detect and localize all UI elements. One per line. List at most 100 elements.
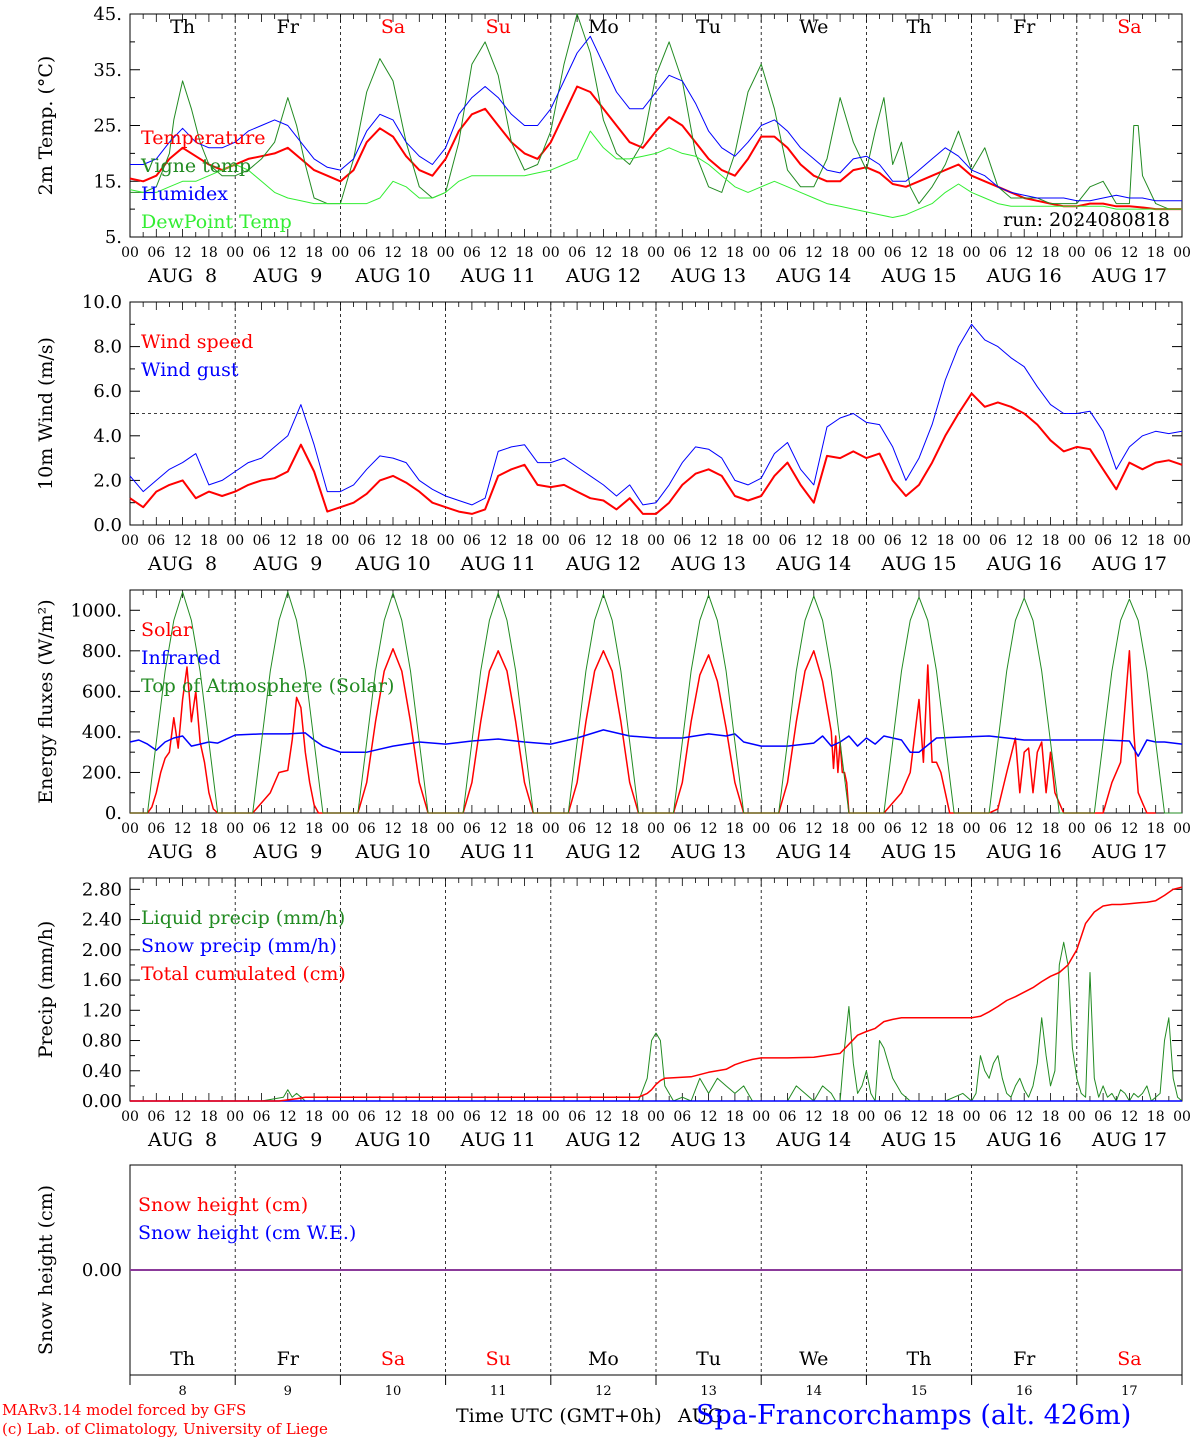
hour-tick-label: 18 (1147, 821, 1165, 837)
y-tick-label: 2.00 (82, 940, 122, 961)
y-tick-label: 0.0 (93, 515, 122, 536)
weekday-label: Fr (1013, 1348, 1036, 1370)
hour-tick-label: 18 (200, 821, 218, 837)
date-label: AUG 16 (986, 553, 1062, 575)
hour-tick-label: 12 (910, 1109, 928, 1125)
hour-tick-label: 06 (673, 245, 691, 261)
y-tick-label: 400. (82, 722, 122, 743)
date-label: AUG 12 (565, 265, 641, 287)
hour-tick-label: 12 (594, 533, 612, 549)
legend-entry: Snow height (cm) (138, 1194, 308, 1216)
date-label: AUG 11 (460, 841, 536, 863)
hour-tick-label: 00 (331, 821, 349, 837)
hour-tick-label: 12 (805, 1109, 823, 1125)
date-label: AUG 9 (252, 553, 322, 575)
date-label: AUG 11 (460, 553, 536, 575)
hour-tick-label: 18 (1042, 1109, 1060, 1125)
hour-tick-label: 06 (1094, 821, 1112, 837)
hour-tick-label: 06 (989, 533, 1007, 549)
hour-tick-label: 06 (1094, 245, 1112, 261)
hour-tick-label: 06 (673, 533, 691, 549)
y-tick-label: 0.00 (82, 1260, 122, 1281)
hour-tick-label: 00 (963, 1109, 981, 1125)
date-label: AUG 10 (354, 1129, 430, 1151)
hour-tick-label: 12 (1015, 1109, 1033, 1125)
hour-tick-label: 12 (489, 245, 507, 261)
hour-tick-label: 00 (1173, 533, 1191, 549)
hour-tick-label: 00 (752, 821, 770, 837)
y-axis-label: Energy fluxes (W/m²) (35, 599, 57, 803)
hour-tick-label: 12 (594, 245, 612, 261)
hour-tick-label: 12 (1120, 1109, 1138, 1125)
day-number-label: 14 (806, 1384, 823, 1399)
hour-tick-label: 18 (1042, 533, 1060, 549)
hour-tick-label: 12 (174, 1109, 192, 1125)
date-label: AUG 11 (460, 265, 536, 287)
hour-tick-label: 12 (700, 245, 718, 261)
hour-tick-label: 12 (279, 533, 297, 549)
legend-entry: Infrared (141, 647, 221, 669)
y-axis-label: 10m Wind (m/s) (35, 337, 57, 490)
weekday-label: Th (170, 1348, 195, 1370)
legend-entry: Top of Atmosphere (Solar) (141, 675, 394, 697)
hour-tick-label: 06 (884, 245, 902, 261)
weekday-label: Sa (1117, 1348, 1141, 1370)
hour-tick-label: 06 (779, 533, 797, 549)
hour-tick-label: 18 (831, 821, 849, 837)
hour-tick-label: 00 (121, 533, 139, 549)
hour-tick-label: 00 (752, 533, 770, 549)
hour-tick-label: 12 (910, 245, 928, 261)
hour-tick-label: 06 (779, 245, 797, 261)
hour-tick-label: 12 (384, 1109, 402, 1125)
hour-tick-label: 18 (936, 245, 954, 261)
hour-tick-label: 00 (331, 245, 349, 261)
hour-tick-label: 06 (884, 821, 902, 837)
hour-tick-label: 18 (726, 821, 744, 837)
hour-tick-label: 06 (568, 1109, 586, 1125)
hour-tick-label: 06 (568, 245, 586, 261)
y-axis-label: 2m Temp. (°C) (35, 56, 57, 196)
weekday-label: Th (907, 1348, 932, 1370)
y-tick-label: 0.40 (82, 1061, 122, 1082)
hour-tick-label: 12 (279, 821, 297, 837)
hour-tick-label: 00 (857, 533, 875, 549)
legend-entry: Vigne temp (140, 155, 251, 177)
hour-tick-label: 18 (200, 245, 218, 261)
hour-tick-label: 00 (1173, 245, 1191, 261)
panel-wind: 0.0 2.0 4.0 6.0 8.0 10.0 10m Wind (m/s) Wind sp… (35, 292, 1191, 575)
hour-tick-label: 18 (305, 245, 323, 261)
hour-tick-label: 18 (410, 533, 428, 549)
day-number-label: 9 (284, 1384, 292, 1399)
hour-tick-label: 12 (1120, 533, 1138, 549)
hour-tick-label: 12 (384, 821, 402, 837)
hour-tick-label: 00 (1173, 1109, 1191, 1125)
y-tick-label: 200. (82, 762, 122, 783)
series-group (130, 886, 1183, 1102)
hour-tick-label: 00 (647, 1109, 665, 1125)
hour-tick-label: 06 (568, 821, 586, 837)
weekday-label: Tu (696, 1348, 721, 1370)
hour-tick-label: 06 (463, 533, 481, 549)
date-label: AUG 10 (354, 841, 430, 863)
hour-tick-label: 00 (437, 533, 455, 549)
hour-tick-label: 00 (226, 821, 244, 837)
date-label: AUG 8 (147, 553, 217, 575)
hour-tick-label: 18 (726, 1109, 744, 1125)
hour-tick-label: 18 (936, 821, 954, 837)
weekday-label: Th (907, 16, 932, 38)
hour-tick-label: 00 (437, 245, 455, 261)
hour-tick-label: 06 (989, 245, 1007, 261)
weekday-label: Fr (277, 16, 300, 38)
hour-tick-label: 12 (700, 533, 718, 549)
y-tick-label: 1.60 (82, 970, 122, 991)
x-axis-month-label: AUG (678, 1405, 723, 1427)
hour-tick-label: 18 (516, 245, 534, 261)
hour-tick-label: 06 (673, 1109, 691, 1125)
hour-tick-label: 06 (358, 1109, 376, 1125)
y-tick-label: 1000. (70, 600, 122, 621)
y-axis-label: Snow height (cm) (35, 1185, 57, 1355)
hour-tick-label: 12 (384, 533, 402, 549)
legend-entry: Snow height (cm W.E.) (138, 1222, 356, 1244)
series-group (129, 13, 1182, 218)
legend-entry: Wind gust (141, 359, 239, 381)
